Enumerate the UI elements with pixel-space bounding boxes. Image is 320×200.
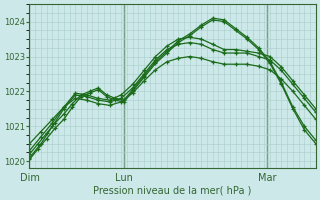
X-axis label: Pression niveau de la mer( hPa ): Pression niveau de la mer( hPa ): [93, 186, 252, 196]
